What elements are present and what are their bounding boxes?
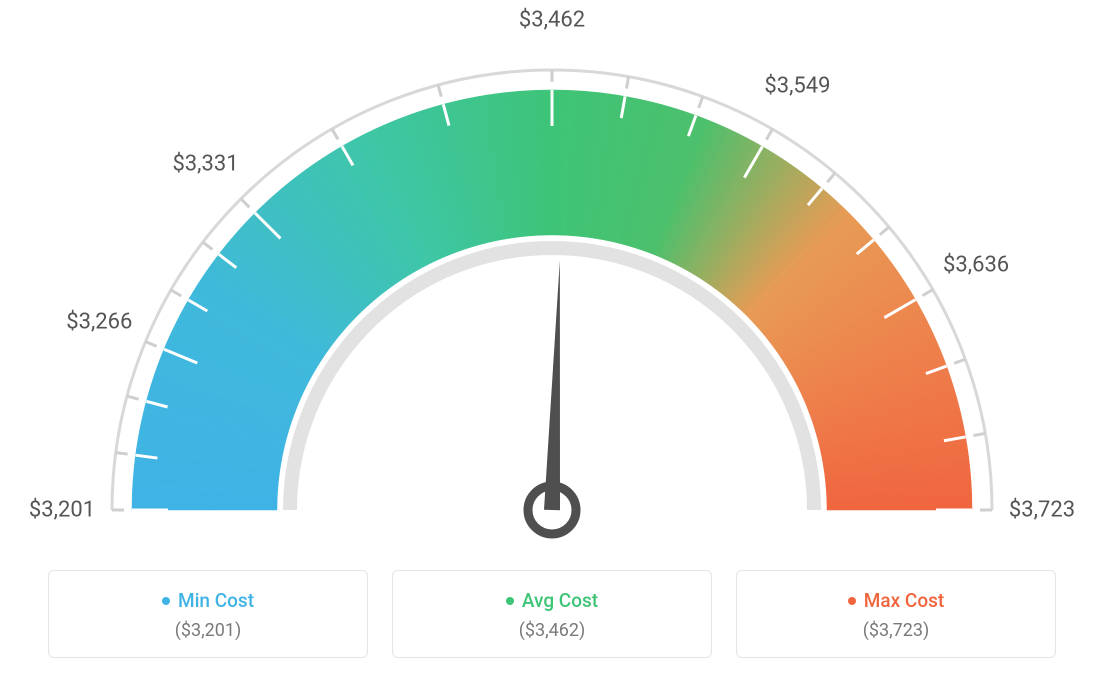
legend-value-avg: ($3,462) xyxy=(393,620,711,641)
gauge-tick-label: $3,549 xyxy=(764,73,830,98)
gauge-chart: $3,201 $3,266 $3,331 $3,462 $3,549 $3,636 $3,7… xyxy=(0,0,1104,560)
legend-title-text: Avg Cost xyxy=(522,589,598,612)
dot-icon xyxy=(162,597,170,605)
legend-title-avg: Avg Cost xyxy=(506,589,598,612)
legend-value-max: ($3,723) xyxy=(737,620,1055,641)
gauge-tick-label: $3,723 xyxy=(1009,498,1075,523)
legend-title-text: Max Cost xyxy=(864,589,944,612)
dot-icon xyxy=(506,597,514,605)
legend: Min Cost ($3,201) Avg Cost ($3,462) Max … xyxy=(0,570,1104,658)
gauge-tick-label: $3,636 xyxy=(943,252,1009,277)
legend-title-text: Min Cost xyxy=(178,589,254,612)
gauge-tick-label: $3,331 xyxy=(172,151,238,176)
legend-value-min: ($3,201) xyxy=(49,620,367,641)
legend-title-max: Max Cost xyxy=(848,589,944,612)
gauge-tick-label: $3,201 xyxy=(29,498,95,523)
legend-card-min: Min Cost ($3,201) xyxy=(48,570,368,658)
legend-card-avg: Avg Cost ($3,462) xyxy=(392,570,712,658)
dot-icon xyxy=(848,597,856,605)
gauge-tick-label: $3,462 xyxy=(519,8,585,33)
legend-card-max: Max Cost ($3,723) xyxy=(736,570,1056,658)
legend-title-min: Min Cost xyxy=(162,589,254,612)
gauge-tick-label: $3,266 xyxy=(66,310,132,335)
gauge-svg xyxy=(0,0,1104,560)
